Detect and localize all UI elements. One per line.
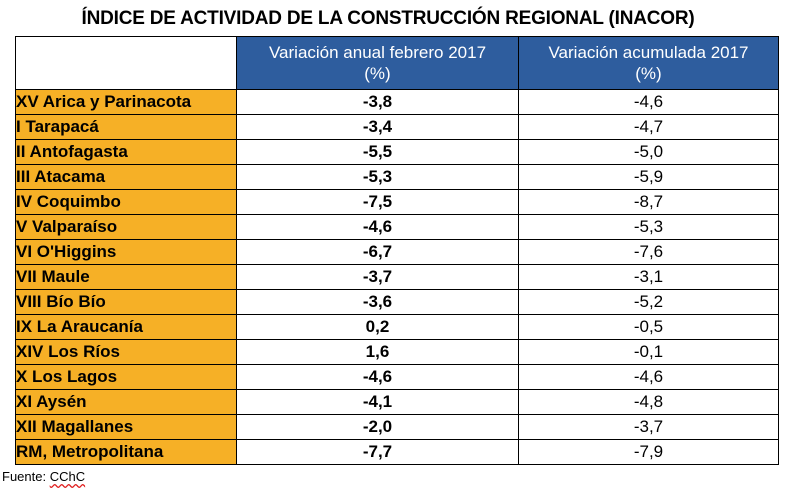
region-name: XV Arica y Parinacota — [15, 89, 237, 115]
annual-variation-value: -4,6 — [236, 214, 519, 240]
region-name: III Atacama — [15, 164, 237, 190]
region-name: XII Magallanes — [15, 414, 237, 440]
annual-variation-value: -3,8 — [236, 89, 519, 115]
annual-variation-value: -4,1 — [236, 389, 519, 415]
cumulative-variation-value: -5,3 — [518, 214, 779, 240]
table-row: XIV Los Ríos 1,6 -0,1 — [15, 339, 779, 365]
annual-variation-value: -7,7 — [236, 439, 519, 465]
table-row: III Atacama -5,3 -5,9 — [15, 164, 779, 190]
annual-variation-value: 1,6 — [236, 339, 519, 365]
cumulative-variation-value: -5,0 — [518, 139, 779, 165]
table-row: XI Aysén -4,1 -4,8 — [15, 389, 779, 415]
header-corner-cell — [15, 36, 237, 90]
annual-variation-value: -4,6 — [236, 364, 519, 390]
annual-variation-value: -2,0 — [236, 414, 519, 440]
cumulative-variation-value: -0,5 — [518, 314, 779, 340]
region-name: VII Maule — [15, 264, 237, 290]
header-annual-unit: (%) — [364, 64, 391, 83]
cumulative-variation-value: -3,1 — [518, 264, 779, 290]
annual-variation-value: -5,3 — [236, 164, 519, 190]
table-row: VI O'Higgins -6,7 -7,6 — [15, 239, 779, 265]
region-name: XIV Los Ríos — [15, 339, 237, 365]
cumulative-variation-value: -4,8 — [518, 389, 779, 415]
region-name: X Los Lagos — [15, 364, 237, 390]
region-name: RM, Metropolitana — [15, 439, 237, 465]
table-row: RM, Metropolitana -7,7 -7,9 — [15, 439, 779, 465]
region-name: V Valparaíso — [15, 214, 237, 240]
cumulative-variation-value: -4,6 — [518, 89, 779, 115]
cumulative-variation-value: -4,7 — [518, 114, 779, 140]
cumulative-variation-value: -4,6 — [518, 364, 779, 390]
annual-variation-value: -3,4 — [236, 114, 519, 140]
table-row: II Antofagasta -5,5 -5,0 — [15, 139, 779, 165]
annual-variation-value: -7,5 — [236, 189, 519, 215]
cumulative-variation-value: -5,9 — [518, 164, 779, 190]
cumulative-variation-value: -3,7 — [518, 414, 779, 440]
annual-variation-value: -6,7 — [236, 239, 519, 265]
header-cumulative-variation: Variación acumulada 2017 (%) — [518, 36, 779, 90]
table-row: VIII Bío Bío -3,6 -5,2 — [15, 289, 779, 315]
table-row: I Tarapacá -3,4 -4,7 — [15, 114, 779, 140]
source-name: CChC — [49, 469, 86, 484]
header-row: Variación anual febrero 2017 (%) Variaci… — [15, 36, 779, 90]
table-row: XV Arica y Parinacota -3,8 -4,6 — [15, 89, 779, 115]
cumulative-variation-value: -5,2 — [518, 289, 779, 315]
region-name: VI O'Higgins — [15, 239, 237, 265]
annual-variation-value: 0,2 — [236, 314, 519, 340]
table-title: ÍNDICE DE ACTIVIDAD DE LA CONSTRUCCIÓN R… — [81, 8, 695, 29]
region-name: I Tarapacá — [15, 114, 237, 140]
cumulative-variation-value: -0,1 — [518, 339, 779, 365]
inacor-table: Variación anual febrero 2017 (%) Variaci… — [15, 36, 779, 465]
cumulative-variation-value: -7,6 — [518, 239, 779, 265]
cumulative-variation-value: -8,7 — [518, 189, 779, 215]
header-annual-variation: Variación anual febrero 2017 (%) — [236, 36, 519, 90]
table-row: IV Coquimbo -7,5 -8,7 — [15, 189, 779, 215]
table-row: V Valparaíso -4,6 -5,3 — [15, 214, 779, 240]
table-row: VII Maule -3,7 -3,1 — [15, 264, 779, 290]
header-cumulative-unit: (%) — [635, 64, 662, 83]
source-label: Fuente: — [2, 469, 50, 484]
region-name: VIII Bío Bío — [15, 289, 237, 315]
region-name: IX La Araucanía — [15, 314, 237, 340]
source-note: Fuente: CChC — [2, 469, 85, 485]
table-row: IX La Araucanía 0,2 -0,5 — [15, 314, 779, 340]
table-row: X Los Lagos -4,6 -4,6 — [15, 364, 779, 390]
annual-variation-value: -3,7 — [236, 264, 519, 290]
region-name: IV Coquimbo — [15, 189, 237, 215]
header-annual-label: Variación anual febrero 2017 — [268, 43, 487, 62]
annual-variation-value: -5,5 — [236, 139, 519, 165]
region-name: XI Aysén — [15, 389, 237, 415]
table-row: XII Magallanes -2,0 -3,7 — [15, 414, 779, 440]
cumulative-variation-value: -7,9 — [518, 439, 779, 465]
annual-variation-value: -3,6 — [236, 289, 519, 315]
header-cumulative-label: Variación acumulada 2017 — [548, 43, 749, 62]
region-name: II Antofagasta — [15, 139, 237, 165]
